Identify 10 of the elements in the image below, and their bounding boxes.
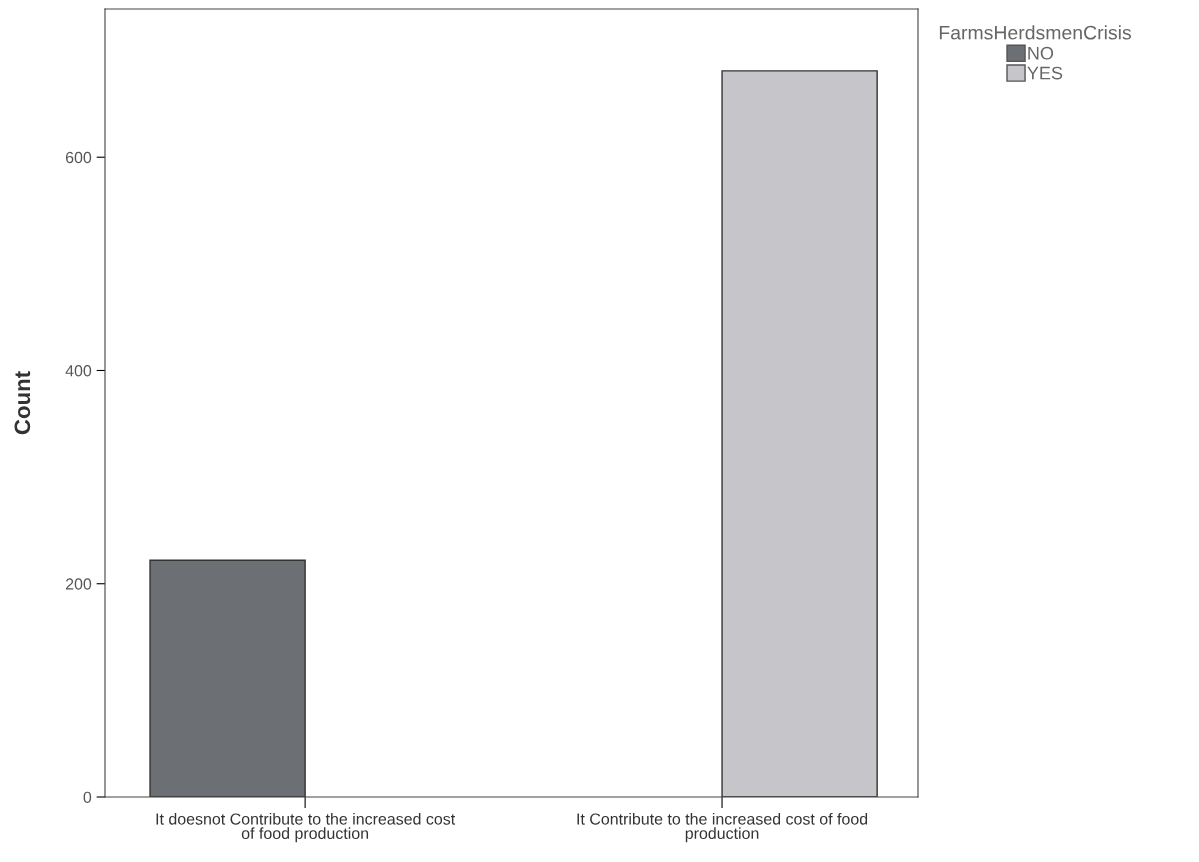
legend-label: NO — [1028, 46, 1054, 60]
y-tick-label: 0 — [83, 791, 92, 803]
x-tick-label: It doesnot Contribute to the increased cost of food production — [156, 812, 456, 843]
y-axis-title: Count — [14, 371, 31, 435]
legend-label: YES — [1027, 66, 1063, 80]
legend-title: FarmsHerdsmenCrisis — [939, 25, 1131, 40]
y-tick-label: 200 — [65, 578, 92, 590]
y-tick-label: 600 — [65, 151, 92, 164]
x-tick-label: It Contribute to the increased cost of food production — [577, 812, 868, 843]
y-tick-label: 400 — [65, 365, 92, 377]
